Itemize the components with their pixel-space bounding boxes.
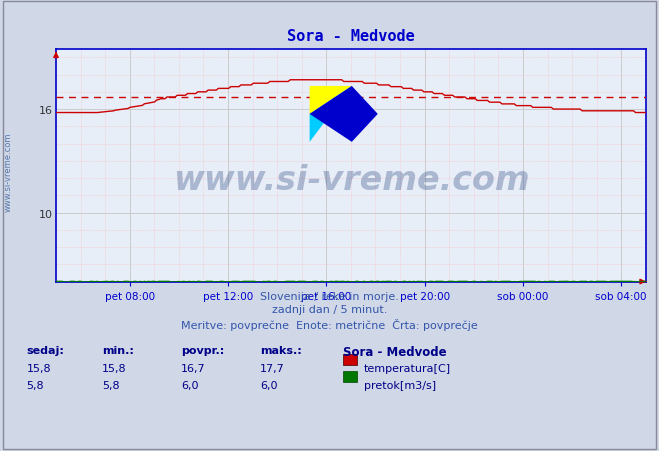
Text: 6,0: 6,0	[181, 380, 199, 390]
Text: 6,0: 6,0	[260, 380, 278, 390]
Polygon shape	[310, 87, 352, 115]
Title: Sora - Medvode: Sora - Medvode	[287, 29, 415, 44]
Text: min.:: min.:	[102, 345, 134, 355]
Text: www.si-vreme.com: www.si-vreme.com	[173, 163, 529, 196]
Text: 5,8: 5,8	[102, 380, 120, 390]
Polygon shape	[310, 87, 378, 143]
Text: Sora - Medvode: Sora - Medvode	[343, 345, 446, 358]
Text: www.si-vreme.com: www.si-vreme.com	[3, 132, 13, 211]
Text: 15,8: 15,8	[102, 363, 127, 373]
Text: 15,8: 15,8	[26, 363, 51, 373]
Text: 5,8: 5,8	[26, 380, 44, 390]
Text: 17,7: 17,7	[260, 363, 285, 373]
Text: temperatura[C]: temperatura[C]	[364, 363, 451, 373]
Text: maks.:: maks.:	[260, 345, 302, 355]
Text: Slovenija / reke in morje.: Slovenija / reke in morje.	[260, 291, 399, 301]
Text: sedaj:: sedaj:	[26, 345, 64, 355]
Text: povpr.:: povpr.:	[181, 345, 225, 355]
Text: zadnji dan / 5 minut.: zadnji dan / 5 minut.	[272, 304, 387, 314]
Text: Meritve: povprečne  Enote: metrične  Črta: povprečje: Meritve: povprečne Enote: metrične Črta:…	[181, 318, 478, 330]
Polygon shape	[310, 87, 352, 143]
Text: pretok[m3/s]: pretok[m3/s]	[364, 380, 436, 390]
Text: 16,7: 16,7	[181, 363, 206, 373]
